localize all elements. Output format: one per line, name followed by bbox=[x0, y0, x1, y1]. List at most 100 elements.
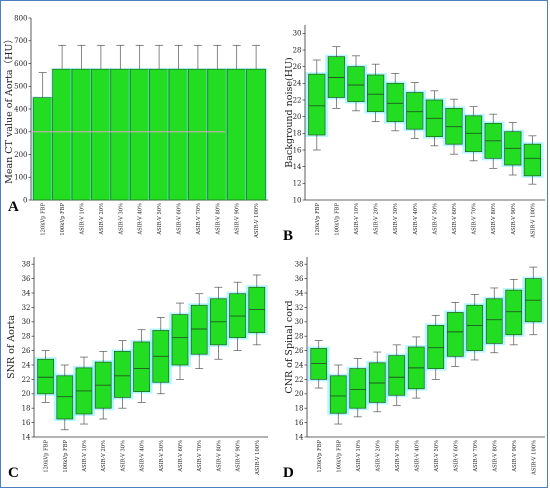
category-label: ASIR-V 60% bbox=[452, 203, 458, 236]
category-label: ASIR-V 30% bbox=[395, 440, 401, 473]
category-label: 100kVp FBP bbox=[60, 202, 66, 235]
category-label: ASIR-V 80% bbox=[492, 440, 498, 473]
box bbox=[406, 92, 424, 130]
bar bbox=[91, 68, 111, 201]
category-label: ASIR-V 40% bbox=[414, 440, 420, 473]
category-label: ASIR-V 90% bbox=[236, 440, 242, 473]
panel-label: C bbox=[8, 465, 19, 481]
y-tick-label: 400 bbox=[14, 105, 27, 113]
panel-d: 14 16 18 20 22 24 26 28 30 32 34 36 38 CNR of Spinal … bbox=[283, 257, 545, 481]
y-tick-label: 16 bbox=[22, 419, 31, 427]
y-tick-label: 20 bbox=[295, 390, 304, 398]
y-tick-label: 16 bbox=[293, 146, 302, 154]
category-label: ASIR-V 10% bbox=[80, 203, 86, 236]
category-label: 120kVp FBP bbox=[41, 202, 47, 235]
category-label: 120kVp FBP bbox=[44, 439, 50, 472]
panel-a: 0 100 200 300 400 500 600 700 800 Mean CT value o… bbox=[3, 14, 268, 239]
y-tick-label: 18 bbox=[295, 405, 304, 413]
category-label: ASIR-V 20% bbox=[99, 203, 105, 236]
bar bbox=[149, 68, 169, 201]
y-tick-label: 18 bbox=[22, 405, 31, 413]
y-tick-label: 22 bbox=[295, 376, 304, 384]
category-label: ASIR-V 40% bbox=[138, 203, 144, 236]
category-label: ASIR-V 80% bbox=[215, 203, 221, 236]
box bbox=[523, 143, 542, 177]
y-tick-label: 30 bbox=[22, 318, 31, 326]
y-tick-label: 300 bbox=[14, 128, 27, 136]
bar bbox=[246, 68, 266, 201]
category-label: ASIR-V 100% bbox=[254, 203, 260, 239]
category-label: 100kVp FBP bbox=[336, 439, 342, 472]
category-label: 120kVp FBP bbox=[315, 202, 321, 235]
y-tick-label: 32 bbox=[22, 304, 31, 312]
bar bbox=[188, 68, 208, 201]
category-label: ASIR-V 70% bbox=[196, 203, 202, 236]
box bbox=[466, 304, 484, 351]
y-axis-title: Mean CT value of Aorta（HU） bbox=[3, 34, 15, 184]
bar bbox=[226, 68, 247, 201]
category-label: ASIR-V 30% bbox=[118, 203, 124, 236]
bar bbox=[168, 68, 189, 201]
y-tick-label: 800 bbox=[14, 14, 27, 22]
y-tick-label: 36 bbox=[295, 275, 304, 283]
category-label: ASIR-V 30% bbox=[393, 203, 399, 236]
y-tick-label: 26 bbox=[295, 347, 304, 355]
panel-label: B bbox=[283, 228, 293, 244]
bar bbox=[52, 68, 72, 201]
bar bbox=[129, 68, 150, 201]
y-tick-label: 700 bbox=[14, 37, 27, 45]
y-tick-label: 14 bbox=[295, 433, 304, 441]
box bbox=[505, 289, 523, 336]
box bbox=[37, 358, 54, 395]
category-label: ASIR-V 100% bbox=[530, 203, 536, 239]
category-label: ASIR-V 60% bbox=[178, 440, 184, 473]
box bbox=[485, 298, 503, 344]
box bbox=[349, 368, 367, 409]
y-tick-label: 14 bbox=[293, 163, 302, 171]
category-label: ASIR-V 50% bbox=[434, 440, 440, 473]
bar bbox=[110, 68, 131, 201]
category-label: ASIR-V 100% bbox=[255, 440, 261, 476]
y-tick-label: 24 bbox=[22, 361, 31, 369]
y-tick-label: 34 bbox=[295, 289, 304, 297]
category-label: ASIR-V 30% bbox=[120, 440, 126, 473]
y-tick-label: 10 bbox=[293, 196, 302, 204]
category-label: ASIR-V 50% bbox=[157, 203, 163, 236]
box bbox=[171, 314, 189, 366]
y-tick-label: 26 bbox=[22, 347, 31, 355]
box bbox=[308, 73, 326, 136]
category-label: 100kVp FBP bbox=[334, 202, 340, 235]
category-label: ASIR-V 90% bbox=[511, 203, 517, 236]
y-tick-label: 600 bbox=[14, 60, 27, 68]
box bbox=[347, 66, 365, 103]
box bbox=[386, 82, 404, 123]
bar bbox=[32, 97, 53, 201]
category-label: ASIR-V 80% bbox=[491, 203, 497, 236]
category-label: ASIR-V 40% bbox=[413, 203, 419, 236]
category-label: ASIR-V 70% bbox=[472, 203, 478, 236]
category-label: ASIR-V 20% bbox=[375, 440, 381, 473]
y-tick-label: 28 bbox=[293, 46, 302, 54]
box bbox=[133, 341, 150, 392]
category-label: ASIR-V 90% bbox=[512, 440, 518, 473]
box bbox=[367, 74, 385, 113]
category-label: ASIR-V 10% bbox=[82, 440, 88, 473]
y-tick-label: 20 bbox=[22, 390, 31, 398]
category-label: ASIR-V 70% bbox=[197, 440, 203, 473]
category-label: ASIR-V 90% bbox=[235, 203, 241, 236]
y-tick-label: 28 bbox=[22, 333, 31, 341]
y-tick-label: 100 bbox=[14, 174, 27, 182]
category-label: ASIR-V 50% bbox=[159, 440, 165, 473]
y-tick-label: 24 bbox=[293, 80, 302, 88]
y-tick-label: 30 bbox=[295, 318, 304, 326]
y-tick-label: 22 bbox=[22, 376, 31, 384]
category-label: ASIR-V 60% bbox=[453, 440, 459, 473]
category-label: ASIR-V 50% bbox=[432, 203, 438, 236]
y-tick-label: 12 bbox=[293, 180, 302, 188]
panel-c: 14 16 18 20 22 24 26 28 30 32 34 36 38 SNR of Aorta 12… bbox=[6, 257, 268, 481]
y-tick-label: 32 bbox=[295, 304, 304, 312]
bar bbox=[71, 68, 92, 201]
box bbox=[56, 375, 74, 420]
